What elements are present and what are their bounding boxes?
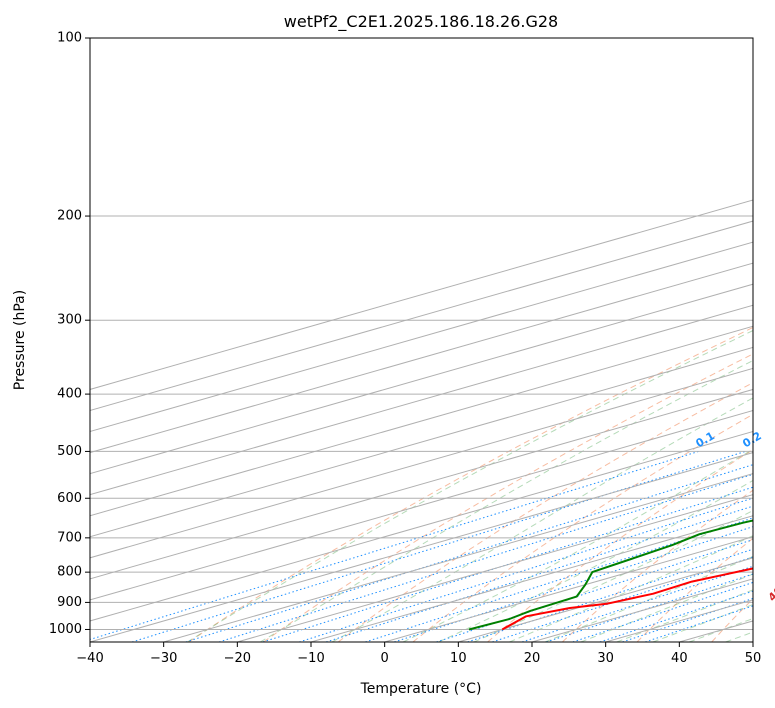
y-tick-label: 700 [57, 530, 82, 545]
isotherm-line [90, 304, 753, 496]
y-tick-label: 200 [57, 209, 82, 224]
moist-adiabat [438, 479, 753, 642]
x-tick-label: 50 [745, 651, 762, 666]
x-tick-label: 30 [597, 651, 614, 666]
x-tick-label: −30 [150, 651, 177, 666]
y-tick-label: 100 [57, 31, 82, 46]
isotherm-line [90, 199, 753, 390]
y-tick-label: 900 [57, 595, 82, 610]
moist-adiabat [402, 448, 753, 642]
isotherm-line [679, 620, 753, 642]
isotherm-line [90, 452, 753, 642]
x-tick-label: 0 [381, 651, 389, 666]
dry-adiabat [337, 382, 753, 642]
y-axis-title: Pressure (hPa) [12, 290, 28, 390]
dry-adiabat [263, 353, 753, 642]
mixing-ratio-line [599, 590, 753, 642]
mixing-ratio-line [262, 486, 753, 642]
isotherm-line [90, 241, 753, 433]
x-tick-label: −20 [224, 651, 251, 666]
plot-frame [89, 37, 754, 643]
mixing-ratio-line [299, 497, 753, 642]
moist-adiabat [544, 555, 753, 642]
dry-adiabat [561, 489, 753, 642]
isotherm-line [90, 388, 753, 580]
x-axis-title: Temperature (°C) [360, 681, 482, 697]
isotherm-line [90, 262, 753, 454]
isotherm-line [310, 515, 753, 642]
moist-adiabat-label: 40 [766, 584, 775, 604]
mixing-ratio-label: 0.2 [740, 429, 763, 450]
y-tick-label: 300 [57, 313, 82, 328]
y-tick-label: 400 [57, 387, 82, 402]
isotherm-line [237, 494, 753, 642]
mixing-ratio-line [467, 548, 753, 642]
dry-adiabat [711, 598, 753, 642]
moist-adiabat [616, 589, 753, 642]
isotherm-line [752, 641, 753, 642]
dewpoint-profile-line [468, 519, 753, 631]
dry-adiabat [487, 449, 753, 642]
isotherm-line [384, 536, 753, 642]
moist-adiabat [187, 330, 753, 642]
mixing-ratio-line [365, 517, 753, 642]
y-tick-label: 1000 [49, 622, 82, 637]
moist-adiabat [652, 604, 753, 642]
moist-adiabat [259, 359, 753, 642]
isotherm-line [90, 431, 753, 622]
temperature-profile-line [501, 567, 753, 631]
y-tick-label: 500 [57, 444, 82, 459]
y-tick-label: 800 [57, 565, 82, 580]
isotherm-line [90, 220, 753, 411]
isotherm-line [90, 367, 753, 559]
isotherm-line [90, 325, 753, 517]
chart-title: wetPf2_C2E1.2025.186.18.26.G28 [284, 12, 558, 32]
mixing-ratio-line [185, 464, 753, 642]
mixing-ratio-line [572, 581, 753, 642]
isotherm-line [163, 473, 753, 642]
x-tick-label: 40 [671, 651, 688, 666]
isotherm-line [90, 409, 753, 601]
moist-adiabat [580, 573, 753, 642]
moist-adiabat [473, 509, 753, 642]
isotherm-line [90, 283, 753, 475]
mixing-ratio-line [325, 505, 753, 642]
x-tick-label: 10 [450, 651, 467, 666]
y-tick-label: 600 [57, 491, 82, 506]
mixing-ratio-line [90, 450, 699, 640]
x-tick-label: −40 [76, 651, 103, 666]
isotherm-line [90, 346, 753, 538]
dry-adiabat [412, 413, 753, 642]
x-tick-label: −10 [297, 651, 324, 666]
mixing-ratio-line [131, 450, 746, 642]
x-tick-label: 20 [524, 651, 541, 666]
